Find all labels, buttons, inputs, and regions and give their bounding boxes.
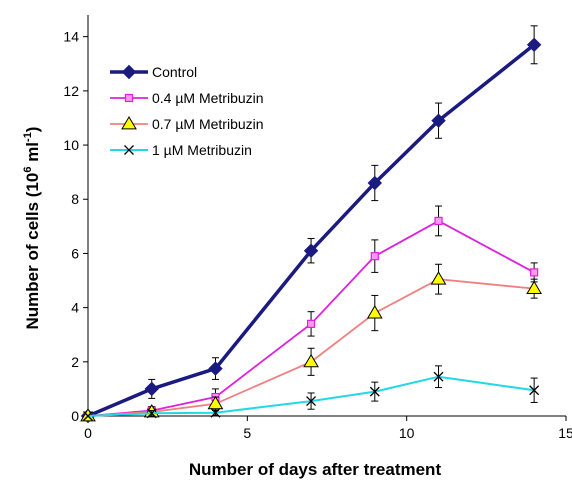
legend-label: Control [152,64,197,80]
data-point [526,37,542,53]
y-tick-label: 12 [63,83,79,99]
y-tick-label: 8 [71,191,79,207]
y-tick-label: 14 [63,29,79,45]
legend-item-1: 0.4 µM Metribuzin [110,90,264,106]
series-layer [80,25,543,424]
y-tick-label: 6 [71,245,79,261]
legend-label: 1 µM Metribuzin [152,142,252,158]
series-3 [83,365,540,421]
marker-stroke [83,411,93,421]
marker-stroke [306,396,317,407]
data-point [83,411,93,421]
marker-stroke [146,408,157,419]
legend-marker [124,145,134,155]
x-tick-label: 5 [243,425,251,441]
data-point [434,216,443,226]
x-tick-label: 15 [558,425,572,441]
y-axis-title: Number of cells (106 ml-1) [22,127,42,330]
legend-item-2: 0.7 µM Metribuzin [110,116,264,132]
legend-item-0: Control [110,64,197,80]
data-point [367,175,383,191]
x-tick-label: 0 [84,425,92,441]
data-point [530,268,539,277]
legend-marker [121,64,137,80]
y-tick-label: 10 [63,137,79,153]
y-tick-label: 0 [71,408,79,424]
data-point [526,280,543,295]
data-point [146,408,157,419]
legend-label: 0.7 µM Metribuzin [152,116,264,132]
data-point [306,319,316,328]
legend-marker [124,93,134,103]
data-point [144,381,159,397]
marker-stroke [124,145,134,155]
y-tick-label: 4 [71,300,79,316]
x-axis-title: Number of days after treatment [189,460,442,479]
marker-stroke [529,385,540,396]
legend: Control 0.4 µM Metribuzin 0.7 µM Metribuzi… [110,64,264,158]
legend-marker [121,116,137,130]
data-point [366,305,383,319]
data-point [303,243,319,258]
legend-label: 0.4 µM Metribuzin [152,90,264,106]
marker-stroke [433,371,444,382]
data-point [369,386,380,397]
data-point [370,252,379,261]
data-point [207,395,224,410]
y-axis-title-sup2: -1 [22,132,34,142]
marker-stroke [210,407,221,418]
x-tick-label: 10 [399,425,415,441]
data-point [433,371,444,382]
data-point [210,407,221,418]
axes: 0 2 4 6 8 10 12 14 0 5 10 15 [63,15,572,441]
data-point [430,271,447,285]
data-point [529,385,540,396]
data-point [208,361,223,376]
y-tick-label: 2 [71,354,79,370]
legend-item-3: 1 µM Metribuzin [110,142,252,158]
marker-stroke [369,386,380,397]
series-0 [80,25,542,424]
data-point [303,353,319,368]
data-point [431,113,446,128]
data-point [306,396,317,407]
y-axis-title-sup1: 6 [22,167,34,173]
